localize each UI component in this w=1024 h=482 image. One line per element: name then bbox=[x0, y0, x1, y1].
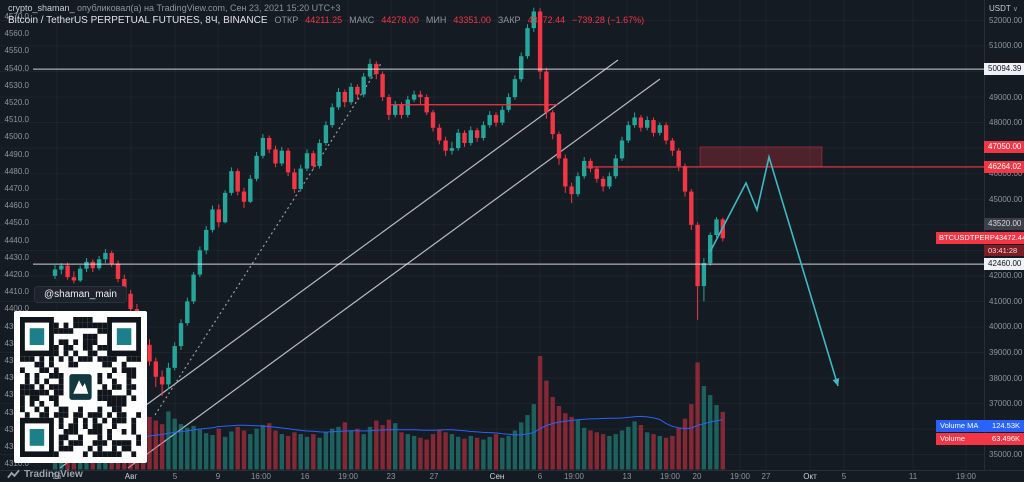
left-price-tick: 4440.0 bbox=[4, 235, 29, 245]
time-tick: Сен bbox=[489, 472, 505, 481]
ohlc-high-value: 44278.00 bbox=[381, 15, 419, 25]
price-tick: 51000.00 bbox=[989, 41, 1023, 51]
time-tick: Окт bbox=[803, 472, 817, 481]
left-price-tick: 4470.0 bbox=[4, 184, 29, 193]
published-header: crypto_shaman_ опубликовал(а) на Trading… bbox=[8, 3, 340, 13]
price-tick: 41000.00 bbox=[989, 296, 1023, 306]
chevron-down-icon: ∨ bbox=[1012, 6, 1018, 13]
price-tick: 52000.00 bbox=[989, 15, 1023, 25]
candles-layer bbox=[52, 7, 725, 396]
price-level-tag: 46264.02 bbox=[984, 160, 1024, 173]
tradingview-brand[interactable]: TradingView bbox=[7, 468, 83, 480]
price-level-tag: 47050.00 bbox=[984, 140, 1024, 153]
time-tick: 5 bbox=[172, 472, 178, 481]
price-tick: 48000.00 bbox=[989, 118, 1023, 128]
time-axis[interactable]: 26 Авг 5 9 16:00 16 19:00 23 27 Сен 6 19:00 13 19:00 2… bbox=[0, 470, 1024, 482]
ohlc-open-value: 44211.25 bbox=[305, 15, 343, 25]
left-price-tick: 4550.0 bbox=[4, 46, 29, 56]
last-price-tag: BTCUSDTPERP 43472.44 bbox=[936, 232, 1024, 245]
time-tick: 19:00 bbox=[729, 472, 751, 481]
price-tick: 39000.00 bbox=[989, 348, 1023, 357]
last-price-symbol: BTCUSDTPERP bbox=[939, 233, 995, 243]
resistance-zone bbox=[699, 146, 823, 168]
time-tick: 20 bbox=[692, 472, 702, 481]
left-price-tick: 4520.0 bbox=[4, 98, 29, 107]
price-tick: 40000.00 bbox=[989, 322, 1023, 332]
time-tick: 9 bbox=[215, 472, 221, 481]
volume-ma-line bbox=[54, 415, 723, 447]
left-price-tick: 4540.0 bbox=[4, 63, 29, 73]
left-price-tick: 4430.0 bbox=[4, 252, 29, 262]
time-tick: Авг bbox=[124, 472, 138, 481]
time-tick: 19:00 bbox=[563, 472, 585, 481]
price-scale-currency[interactable]: USDT ∨ bbox=[989, 4, 1018, 13]
volume-tag: Volume 63.496K bbox=[936, 433, 1024, 445]
ohlc-low-label: МИН bbox=[425, 15, 447, 25]
price-tick: 37000.00 bbox=[989, 399, 1023, 409]
left-price-tick: 4490.0 bbox=[4, 149, 29, 159]
left-price-tick: 4480.0 bbox=[4, 166, 29, 176]
ohlc-close-value: 43472.44 bbox=[527, 15, 566, 25]
symbol-title[interactable]: Bitcoin / TetherUS PERPETUAL FUTURES, 8Ч… bbox=[8, 15, 268, 26]
ohlc-low-value: 43351.00 bbox=[453, 15, 491, 25]
tradingview-logo-icon bbox=[7, 469, 20, 479]
time-tick: 5 bbox=[841, 472, 847, 481]
time-tick: 19:00 bbox=[337, 472, 359, 481]
price-tick: 42000.00 bbox=[989, 271, 1023, 281]
price-tick: 49000.00 bbox=[989, 92, 1023, 102]
time-tick: 27 bbox=[429, 472, 439, 481]
last-price-value: 43472.44 bbox=[994, 233, 1024, 243]
qr-code bbox=[14, 311, 147, 463]
left-price-tick: 4530.0 bbox=[4, 80, 29, 90]
left-price-tick: 4400.0 bbox=[4, 304, 29, 314]
time-tick: 11 bbox=[908, 472, 918, 481]
left-price-tick: 4410.0 bbox=[4, 287, 29, 297]
bar-countdown-tag: 03:41:28 bbox=[984, 244, 1024, 256]
forecast-arrowhead bbox=[832, 378, 840, 386]
price-level-tag: 50094.39 bbox=[984, 63, 1024, 76]
time-tick: 23 bbox=[386, 472, 396, 481]
left-price-tick: 4460.0 bbox=[4, 201, 29, 211]
left-price-tick: 4450.0 bbox=[4, 218, 29, 228]
price-tick: 38000.00 bbox=[989, 373, 1023, 383]
author-handle-badge: @shaman_main bbox=[34, 286, 127, 303]
price-level-tag: 43520.00 bbox=[984, 218, 1024, 231]
price-tick: 45000.00 bbox=[989, 194, 1023, 204]
ohlc-high-label: МАКС bbox=[349, 15, 375, 25]
volume-tag: Volume MA 124.53K bbox=[936, 420, 1024, 432]
price-level-tag: 42460.00 bbox=[984, 258, 1024, 271]
time-tick: 19:00 bbox=[659, 472, 681, 481]
author-username[interactable]: crypto_shaman_ bbox=[8, 3, 75, 13]
left-price-tick: 4420.0 bbox=[4, 270, 29, 279]
left-price-tick: 4560.0 bbox=[4, 29, 29, 39]
ohlc-close-label: ЗАКР bbox=[497, 15, 521, 25]
time-tick: 16 bbox=[300, 472, 310, 481]
time-tick: 6 bbox=[537, 472, 543, 481]
levels-layer bbox=[33, 68, 984, 265]
time-tick: 16:00 bbox=[250, 472, 272, 481]
published-text: опубликовал(а) на TradingView.com, Сен 2… bbox=[74, 3, 341, 13]
price-tick: 35000.00 bbox=[989, 450, 1023, 460]
left-price-tick: 4310.0 bbox=[4, 459, 29, 469]
left-price-tick: 4570.0 bbox=[4, 12, 29, 21]
time-tick: 19:00 bbox=[955, 472, 977, 481]
forecast-path bbox=[709, 153, 839, 387]
left-price-tick: 4500.0 bbox=[4, 132, 29, 142]
left-price-tick: 4510.0 bbox=[4, 115, 29, 125]
change-value: −739.28 (−1.67%) bbox=[572, 15, 645, 25]
time-tick: 26 bbox=[52, 472, 62, 481]
time-tick: 27 bbox=[761, 472, 771, 481]
tradingview-brand-text: TradingView bbox=[24, 468, 83, 480]
grid-layer bbox=[0, 0, 984, 470]
qr-code-image bbox=[20, 317, 141, 457]
chart-legend: Bitcoin / TetherUS PERPETUAL FUTURES, 8Ч… bbox=[8, 15, 644, 26]
ohlc-open-label: ОТКР bbox=[274, 15, 299, 25]
time-tick: 13 bbox=[622, 472, 632, 481]
price-tick: 46000.00 bbox=[989, 169, 1023, 179]
